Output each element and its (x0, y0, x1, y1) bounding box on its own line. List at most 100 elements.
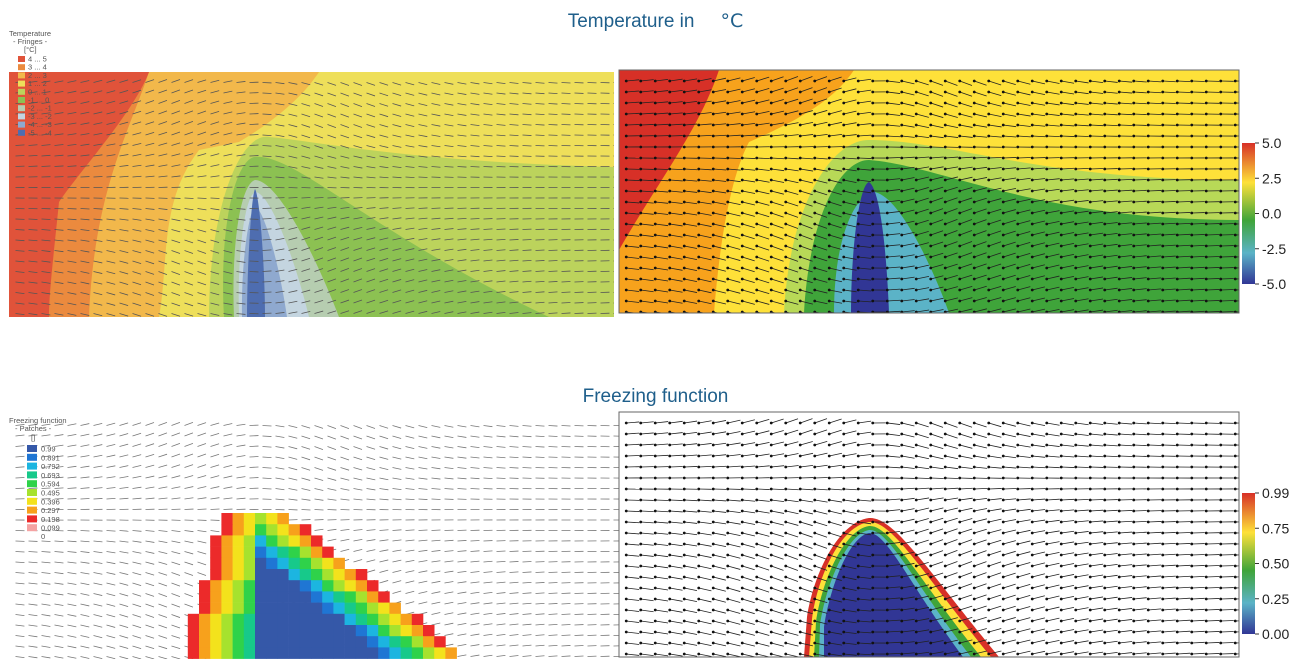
flow-node (871, 178, 875, 182)
flow-arrow (785, 418, 799, 424)
bl-legend-subtitle: - Patches - (15, 424, 52, 433)
freezing-patch (299, 602, 312, 615)
freezing-patch (221, 513, 233, 525)
freezing-patch (288, 569, 301, 581)
flow-arrow (15, 466, 25, 468)
flow-node (1030, 134, 1034, 138)
flow-arrow (509, 270, 519, 272)
flow-arrow (785, 179, 799, 184)
flow-node (784, 123, 788, 127)
flow-node (1233, 487, 1237, 491)
flow-arrow (314, 206, 324, 209)
flow-arrow (1003, 113, 1017, 117)
flow-arrow (132, 208, 142, 210)
flow-arrow (727, 223, 741, 228)
flow-arrow (106, 603, 116, 607)
flow-arrow (28, 313, 38, 316)
flow-node (914, 112, 918, 116)
flow-arrow (431, 269, 441, 272)
flow-arrow (80, 292, 90, 295)
flow-arrow (713, 100, 727, 104)
flow-node (958, 123, 962, 127)
freezing-patch (378, 591, 390, 603)
flow-node (639, 266, 643, 270)
flow-node (1045, 487, 1049, 491)
flow-arrow (158, 302, 168, 307)
flow-arrow (496, 560, 506, 563)
flow-arrow (405, 237, 415, 241)
freezing-patch (243, 513, 256, 525)
flow-arrow (669, 89, 683, 93)
freezing-patch (266, 625, 278, 637)
flow-arrow (158, 131, 168, 136)
flow-arrow (858, 300, 872, 303)
flow-arrow (800, 267, 813, 273)
flow-node (972, 465, 976, 469)
flow-node (871, 277, 875, 281)
flow-node (856, 454, 860, 458)
flow-node (1088, 167, 1092, 171)
flow-node (784, 443, 788, 447)
flow-arrow (496, 613, 506, 615)
flow-arrow (93, 561, 103, 564)
freezing-patch (232, 647, 245, 659)
flow-arrow (457, 145, 467, 147)
flow-arrow (887, 277, 901, 280)
flow-node (755, 299, 759, 303)
flow-node (798, 266, 802, 270)
flow-arrow (54, 487, 64, 489)
flow-arrow (756, 134, 770, 137)
flow-arrow (80, 444, 90, 447)
flow-arrow (713, 89, 727, 93)
flow-arrow (1162, 310, 1176, 313)
flow-node (1030, 211, 1034, 215)
flow-arrow (713, 465, 727, 468)
flow-arrow (28, 123, 38, 125)
flow-arrow (901, 209, 915, 214)
flow-node (871, 255, 875, 259)
flow-arrow (756, 289, 770, 295)
freezing-patch (266, 513, 278, 525)
flow-node (900, 244, 904, 248)
flow-arrow (814, 429, 828, 435)
flow-arrow (418, 176, 428, 178)
flow-node (1074, 244, 1078, 248)
flow-arrow (1003, 455, 1017, 459)
flow-node (1175, 476, 1179, 480)
flow-arrow (184, 551, 194, 555)
flow-arrow (814, 76, 828, 82)
flow-arrow (392, 529, 402, 531)
flow-node (972, 112, 976, 116)
flow-node (798, 145, 802, 149)
flow-arrow (496, 654, 506, 657)
flow-node (668, 310, 672, 313)
flow-arrow (158, 624, 168, 629)
flow-node (1146, 299, 1150, 303)
flow-arrow (67, 561, 77, 564)
freezing-patch (221, 535, 233, 547)
flow-arrow (655, 289, 669, 293)
bl-legend-label: 0.198 (41, 515, 60, 524)
flow-arrow (80, 540, 90, 543)
flow-arrow (829, 133, 843, 137)
flow-arrow (119, 89, 129, 94)
flow-node (943, 167, 947, 171)
freezing-patch (423, 625, 435, 637)
flow-arrow (1046, 444, 1060, 447)
flow-node (682, 123, 686, 127)
freezing-patch (210, 569, 222, 581)
flow-arrow (698, 289, 712, 294)
flow-arrow (119, 582, 129, 586)
flow-arrow (340, 446, 350, 450)
flow-arrow (314, 236, 324, 241)
flow-arrow (119, 143, 129, 146)
flow-node (1074, 454, 1078, 458)
flow-node (1103, 476, 1107, 480)
flow-arrow (262, 155, 272, 157)
flow-arrow (106, 540, 116, 543)
flow-arrow (535, 103, 545, 105)
flow-arrow (132, 281, 142, 286)
flow-node (1088, 476, 1092, 480)
flow-arrow (887, 266, 901, 269)
flow-node (1016, 476, 1020, 480)
